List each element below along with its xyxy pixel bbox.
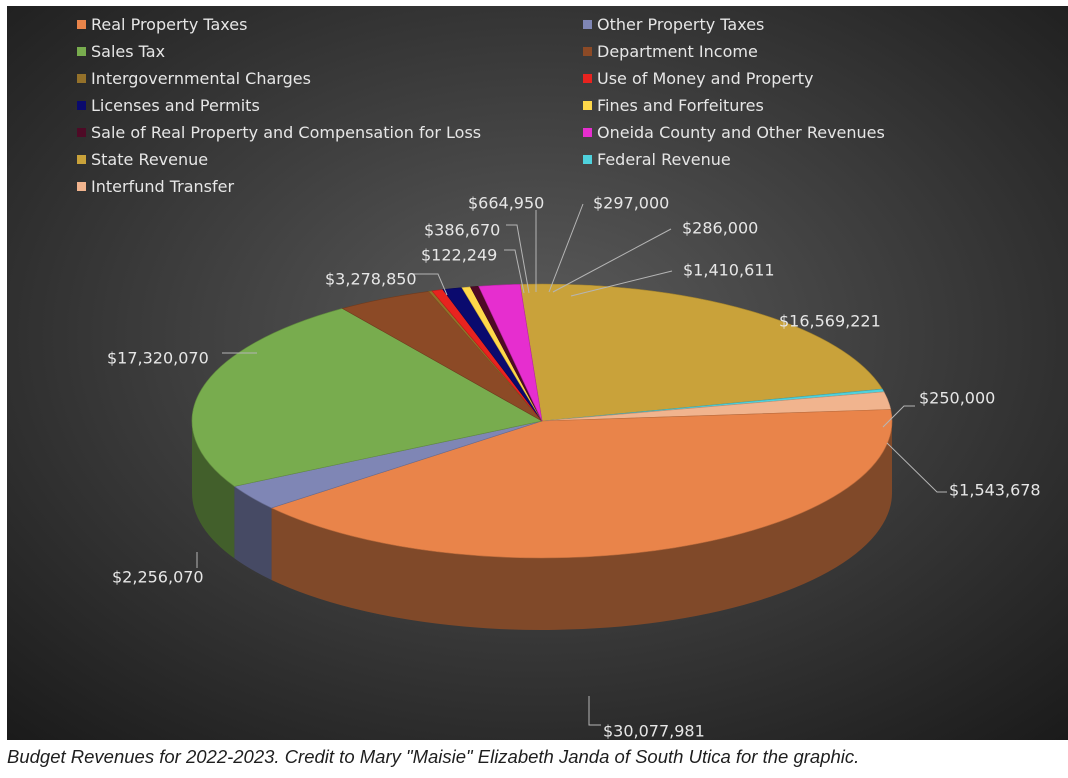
pie-top-layer — [191, 283, 893, 559]
legend-item-oneida-county: Oneida County and Other Revenues — [583, 121, 885, 143]
pie-slice-sales-tax — [191, 308, 543, 487]
legend-swatch — [77, 19, 86, 29]
pie-side-sales-tax — [192, 421, 235, 559]
leader-line-department-income — [412, 273, 448, 296]
chart-legend: Real Property Taxes Other Property Taxes… — [7, 6, 1068, 206]
legend-label: Use of Money and Property — [597, 68, 814, 88]
legend-item-sale-of-real-property: Sale of Real Property and Compensation f… — [77, 121, 481, 143]
legend-swatch — [77, 181, 86, 191]
legend-item-department-income: Department Income — [583, 40, 758, 62]
leader-line-use-of-money-and-property — [506, 224, 530, 294]
leader-line-fines-and-forfeitures — [548, 203, 584, 293]
legend-swatch — [583, 19, 592, 29]
legend-item-use-of-money-and-property: Use of Money and Property — [583, 67, 814, 89]
pie-slice-real-property-taxes — [270, 409, 893, 559]
data-label-state-revenue: $16,569,221 — [779, 312, 881, 331]
legend-swatch — [583, 154, 592, 164]
data-label-layer: $16,569,221 $250,000 $1,543,678 $30,077,981… — [107, 194, 1041, 741]
pie-side-real-property-taxes — [271, 421, 893, 630]
legend-item-intergovernmental-charges: Intergovernmental Charges — [77, 67, 311, 89]
legend-swatch — [77, 46, 86, 56]
data-label-licenses-and-permits: $664,950 — [468, 194, 544, 213]
data-label-department-income: $3,278,850 — [325, 270, 417, 289]
legend-item-fines-and-forfeitures: Fines and Forfeitures — [583, 94, 764, 116]
data-label-oneida-county-and-other-revenues: $1,410,611 — [683, 261, 775, 280]
pie-side-other-property-taxes — [234, 486, 272, 580]
data-label-real-property-taxes: $30,077,981 — [603, 722, 705, 741]
legend-item-state-revenue: State Revenue — [77, 148, 208, 170]
legend-label: Other Property Taxes — [597, 14, 765, 34]
legend-label: Fines and Forfeitures — [597, 95, 764, 115]
legend-item-real-property-taxes: Real Property Taxes — [77, 13, 247, 35]
legend-label: State Revenue — [91, 149, 209, 169]
legend-swatch — [583, 100, 592, 110]
legend-item-federal-revenue: Federal Revenue — [583, 148, 731, 170]
leader-line-interfund-transfer — [886, 442, 947, 493]
data-label-intergovernmental-charges: $122,249 — [421, 246, 497, 265]
pie-slice-oneida-county-and-other-revenues — [478, 283, 543, 422]
data-label-federal-revenue: $250,000 — [919, 389, 995, 408]
leader-line-sale-of-real-property-and-compensation-for-loss — [552, 228, 672, 293]
leader-line-federal-revenue — [882, 405, 915, 428]
legend-swatch — [583, 73, 592, 83]
leader-line-intergovernmental-charges — [504, 249, 525, 294]
data-label-interfund-transfer: $1,543,678 — [949, 481, 1041, 500]
data-label-sale-of-real-property-and-compensation-for-loss: $286,000 — [682, 219, 758, 238]
chart-panel: $16,569,221 $250,000 $1,543,678 $30,077,981… — [7, 6, 1068, 740]
pie-chart: $16,569,221 $250,000 $1,543,678 $30,077,981… — [7, 6, 1068, 740]
leader-line-real-property-taxes — [588, 696, 601, 726]
legend-swatch — [77, 127, 86, 137]
legend-label: Oneida County and Other Revenues — [597, 122, 885, 142]
legend-swatch — [77, 73, 86, 83]
pie-slice-state-revenue — [519, 283, 883, 422]
legend-label: Intergovernmental Charges — [91, 68, 311, 88]
figure-caption: Budget Revenues for 2022-2023. Credit to… — [7, 746, 860, 767]
data-label-use-of-money-and-property: $386,670 — [424, 221, 500, 240]
pie-side-layer — [192, 421, 893, 630]
data-label-fines-and-forfeitures: $297,000 — [593, 194, 669, 213]
legend-swatch — [77, 100, 86, 110]
legend-label: Sale of Real Property and Compensation f… — [91, 122, 482, 142]
data-label-other-property-taxes: $2,256,070 — [112, 568, 204, 587]
legend-label: Sales Tax — [91, 41, 166, 61]
legend-swatch — [583, 127, 592, 137]
legend-item-other-property-taxes: Other Property Taxes — [583, 13, 764, 35]
legend-label: Real Property Taxes — [91, 14, 248, 34]
legend-item-sales-tax: Sales Tax — [77, 40, 165, 62]
legend-label: Licenses and Permits — [91, 95, 260, 115]
legend-swatch — [583, 46, 592, 56]
legend-label: Interfund Transfer — [91, 176, 235, 196]
legend-item-licenses-and-permits: Licenses and Permits — [77, 94, 260, 116]
legend-label: Federal Revenue — [597, 149, 731, 169]
legend-label: Department Income — [597, 41, 758, 61]
data-label-sales-tax: $17,320,070 — [107, 349, 209, 368]
legend-swatch — [77, 154, 86, 164]
legend-item-interfund-transfer: Interfund Transfer — [77, 175, 234, 197]
leader-line-oneida-county-and-other-revenues — [570, 270, 673, 297]
